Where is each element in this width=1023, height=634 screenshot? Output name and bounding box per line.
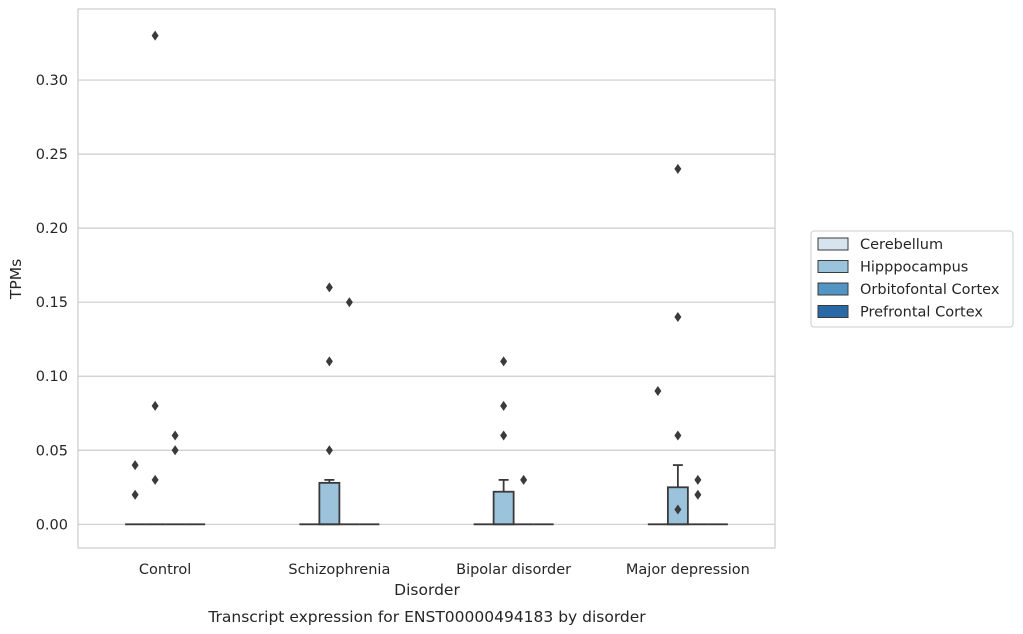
x-tick-label: Bipolar disorder [456,562,571,578]
legend-swatch [817,305,849,318]
box-3-0 [647,386,668,526]
box-2-2 [513,474,534,526]
x-axis-ticks: Control Schizophrenia Bipolar disorder Majo… [139,562,750,578]
legend-swatch [817,282,849,296]
box-body [492,490,515,526]
legend-label: Hipppocampus [860,260,968,276]
chart-title: Transcript expression for ENST0000049418… [207,608,646,626]
box-1-2 [339,297,360,526]
y-tick-label: 0.00 [36,517,68,533]
box-0-1 [145,30,166,526]
outlier-point [325,282,333,293]
outlier-point [694,474,702,485]
box-0-0 [125,460,146,526]
outlier-point [325,356,333,367]
outlier-point [171,445,179,456]
outlier-point [674,430,682,441]
gridlines [78,79,775,525]
box-3-2 [687,474,708,526]
y-tick-label: 0.10 [36,369,68,385]
box-groups [125,30,728,526]
y-tick-label: 0.05 [36,443,68,459]
x-tick-label: Major depression [626,562,750,578]
box-2-1 [492,356,515,526]
outlier-point [674,504,682,515]
legend-swatch [817,260,849,273]
box-body [318,481,341,526]
outlier-point [674,312,682,322]
outlier-point [694,489,702,500]
box-3-1 [666,163,689,526]
outlier-point [520,474,528,485]
y-tick-label: 0.25 [36,147,68,163]
outlier-point [674,163,682,174]
y-tick-label: 0.30 [36,73,68,89]
y-axis-ticks: 0.00 0.05 0.10 0.15 0.20 0.25 0.30 [36,73,68,533]
outlier-point [500,400,508,411]
plot-area-frame [77,8,776,549]
outlier-point [171,430,179,441]
outlier-point [151,474,159,485]
legend: Cerebellum Hipppocampus Orbitofontal Corte… [810,230,1014,328]
legend-label: Cerebellum [860,237,943,253]
legend-label: Prefrontal Cortex [860,305,983,321]
outlier-point [500,430,508,441]
outlier-point [500,356,508,367]
y-tick-label: 0.20 [36,221,68,237]
outlier-point [151,30,159,41]
box-0-2 [165,430,186,526]
legend-swatch [817,237,849,251]
x-tick-label: Schizophrenia [288,562,390,578]
x-tick-label: Control [139,562,191,578]
legend-label: Orbitofontal Cortex [860,282,1000,298]
outlier-point [131,489,139,500]
y-axis-label: TPMs [7,259,25,300]
box-1-1 [318,282,341,526]
y-tick-label: 0.15 [36,295,68,311]
outlier-point [325,445,333,456]
outlier-point [654,386,662,397]
outlier-point [151,400,159,411]
legend-frame [810,230,1014,328]
outlier-point [345,297,353,308]
outlier-point [131,460,139,471]
x-axis-label: Disorder [394,581,460,599]
